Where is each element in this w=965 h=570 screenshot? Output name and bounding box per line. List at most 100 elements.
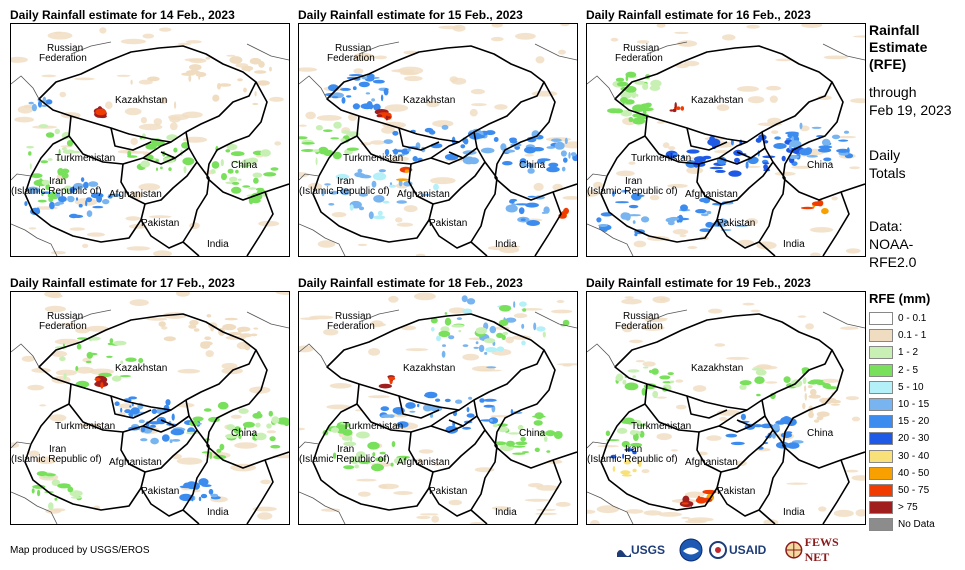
rain-patch — [433, 183, 439, 191]
rain-patch — [343, 441, 357, 447]
usaid-seal-icon — [709, 541, 727, 559]
rain-patch — [275, 292, 289, 295]
rain-patch — [354, 172, 363, 177]
rain-patch — [45, 99, 53, 105]
rain-patch — [129, 299, 149, 306]
rain-patch — [238, 433, 242, 440]
rain-patch — [506, 440, 515, 447]
totals-line: Daily — [869, 147, 901, 163]
rain-patch — [415, 253, 426, 256]
rain-patch — [536, 448, 540, 452]
rain-patch — [633, 433, 639, 441]
rain-patch — [468, 396, 473, 400]
rain-patch — [332, 452, 337, 459]
rain-patch — [124, 409, 132, 414]
label-china: China — [807, 428, 834, 439]
rain-patch — [198, 74, 201, 80]
label-india: India — [207, 507, 229, 518]
rain-patch — [642, 110, 647, 115]
rain-patch — [41, 179, 50, 186]
rain-patch — [225, 149, 231, 153]
rain-patch — [808, 394, 821, 399]
rain-patch — [714, 169, 726, 173]
rain-patch — [811, 126, 822, 129]
rain-patch — [130, 137, 138, 146]
rain-patch — [462, 353, 480, 361]
rain-patch — [198, 478, 209, 486]
rain-patch — [226, 54, 236, 57]
rain-patch — [818, 147, 832, 153]
rain-patch — [50, 251, 66, 255]
rain-patch — [331, 427, 339, 433]
rain-patch — [75, 366, 79, 371]
rain-patch — [705, 221, 714, 228]
rain-patch — [721, 223, 727, 227]
rain-patch — [412, 156, 418, 162]
rain-patch — [163, 336, 176, 342]
rain-patch — [59, 91, 67, 98]
rain-patch — [441, 124, 449, 130]
rain-patch — [237, 78, 243, 82]
rain-patch — [682, 154, 685, 159]
rain-patch — [625, 71, 637, 78]
legend-swatch — [869, 380, 893, 394]
rain-patch — [258, 220, 280, 227]
rain-patch — [355, 451, 366, 459]
rain-patch — [340, 138, 346, 143]
coastline-minor — [587, 309, 865, 524]
rain-patch — [106, 355, 113, 358]
rain-patch — [48, 196, 54, 203]
rain-patch — [17, 105, 34, 114]
rain-patch — [521, 323, 525, 329]
rain-patch — [369, 140, 386, 145]
legend-label: > 75 — [898, 502, 918, 514]
rain-patch — [74, 77, 95, 81]
rain-patch — [45, 508, 62, 514]
rain-patch — [635, 94, 639, 97]
rain-patch — [372, 172, 387, 181]
label-india: India — [495, 507, 517, 518]
rain-patch — [403, 205, 418, 213]
rain-patch — [238, 408, 249, 414]
label-india: India — [783, 507, 805, 518]
rain-patch — [26, 186, 40, 194]
legend-label: No Data — [898, 519, 935, 531]
rain-patch — [632, 450, 637, 455]
rain-patch — [179, 485, 191, 489]
rain-patch — [368, 348, 381, 356]
rain-patch — [92, 205, 104, 209]
label-china: China — [519, 160, 546, 171]
rain-patch — [270, 444, 281, 449]
rain-patch — [36, 471, 48, 477]
rain-patch — [390, 462, 394, 467]
rain-patch — [128, 396, 138, 400]
rain-patch — [699, 228, 711, 232]
rain-patch — [526, 220, 540, 226]
rain-patch — [799, 122, 803, 129]
rain-patch — [421, 193, 430, 197]
rain-patch — [794, 132, 799, 138]
rain-patch — [41, 74, 57, 78]
rain-patch — [687, 517, 714, 522]
rain-patch — [536, 485, 559, 491]
rain-patch — [670, 449, 678, 452]
rain-patch — [730, 441, 745, 446]
rain-patch — [632, 117, 646, 125]
rain-patch — [210, 169, 216, 174]
rain-patch — [627, 214, 641, 217]
rain-patch — [613, 108, 623, 114]
rain-patch — [404, 169, 410, 173]
rain-patch — [140, 116, 147, 124]
rain-patch — [151, 408, 157, 414]
map-graphic — [587, 296, 865, 524]
rain-patch — [237, 178, 242, 181]
rain-patch — [331, 96, 339, 99]
rain-patch — [86, 325, 110, 332]
label-india: India — [495, 239, 517, 250]
rain-patch — [86, 232, 105, 237]
data-line: RFE2.0 — [869, 254, 917, 270]
rain-patch — [845, 248, 861, 254]
rain-patch — [810, 252, 821, 256]
rain-patch — [400, 325, 417, 331]
rain-patch — [750, 309, 761, 313]
